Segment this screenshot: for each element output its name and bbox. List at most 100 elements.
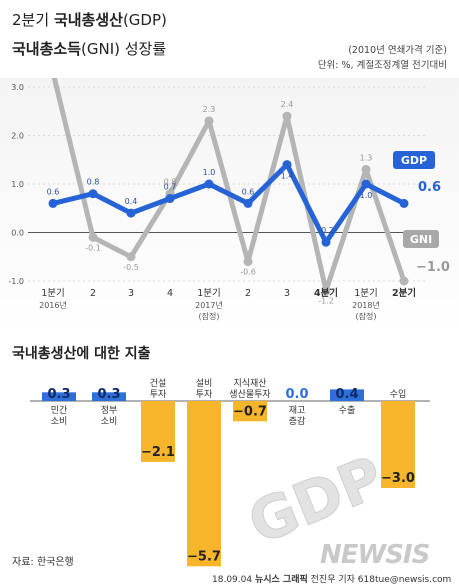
- expenditure-bar: [42, 392, 76, 401]
- gdp-data-label: 0.6: [47, 187, 60, 196]
- gni-point: [361, 164, 371, 174]
- bar-category-label: 재고: [289, 405, 306, 416]
- expenditure-bar: [330, 389, 364, 401]
- expenditure-bar: [381, 401, 415, 488]
- bar-category-label: 건설: [150, 378, 167, 389]
- bar-category-label: 정부: [101, 405, 118, 416]
- credit-line: 18.09.04 뉴시스 그래픽 전진우 기자 618tue@newsis.co…: [212, 575, 452, 585]
- x-tick-sublabel: (잠정): [356, 311, 377, 321]
- bar-category-label: 지식재산: [233, 378, 266, 389]
- growth-line-chart: 3.02.01.00.0-1.03.3-0.1-0.50.82.3-0.62.4…: [0, 78, 459, 338]
- expenditure-bar-chart: GDP0.3민간소비0.3정부소비−2.1건설투자−5.7설비투자−0.7지식재…: [30, 378, 430, 567]
- gdp-point: [204, 179, 214, 189]
- gdp-data-label: 0.7: [164, 183, 177, 192]
- bar-category-label: 수출: [339, 405, 356, 416]
- gni-data-label: 2.3: [203, 105, 216, 114]
- bar-value-label: 0.0: [285, 387, 308, 402]
- gdp-data-label: 1.0: [360, 191, 373, 200]
- expenditure-bar: [187, 401, 221, 567]
- bar-category-label: 증감: [289, 415, 306, 427]
- gni-data-label: -0.1: [85, 243, 101, 252]
- expenditure-bar: [141, 401, 175, 462]
- expenditure-bar: [92, 392, 126, 401]
- gni-point: [399, 276, 409, 286]
- gdp-point: [361, 179, 371, 189]
- expenditure-title: 국내총생산에 대한 지출: [12, 346, 151, 362]
- x-tick-sublabel: 2018년: [352, 300, 380, 310]
- gni-last-value: −1.0: [416, 260, 450, 275]
- gdp-point: [88, 189, 98, 199]
- gdp-data-label: 1.0: [203, 168, 216, 177]
- bar-value-label: −2.1: [141, 445, 175, 460]
- gni-data-label: 0.8: [164, 178, 177, 187]
- gdp-data-label: 0.6: [242, 187, 255, 196]
- gni-series-name: GNI: [410, 233, 432, 246]
- x-tick-sublabel: 2016년: [39, 300, 67, 310]
- gdp-point: [48, 198, 58, 208]
- gdp-series-name: GDP: [401, 154, 427, 167]
- gni-data-label: -1.2: [318, 297, 334, 306]
- gdp-line: [52, 162, 406, 245]
- source-note: 자료: 한국은행: [12, 557, 74, 568]
- bar-category-label: 설비: [196, 378, 213, 389]
- bar-category-label: 소비: [101, 416, 118, 427]
- x-tick-label: 4분기: [314, 287, 338, 299]
- x-tick-label: 3: [128, 288, 134, 299]
- x-tick-label: 1분기: [197, 288, 221, 299]
- gdp-data-label: 0.4: [125, 197, 138, 206]
- gdp-point: [321, 237, 331, 247]
- bar-category-label: 수입: [390, 388, 407, 400]
- x-tick-label: 4: [167, 288, 173, 299]
- gni-point: [126, 252, 136, 262]
- bar-value-label: −0.7: [233, 404, 267, 419]
- bar-value-label: −3.0: [381, 471, 415, 486]
- gni-data-label: 2.4: [281, 100, 294, 109]
- gni-tag-bg: [403, 230, 439, 248]
- x-tick-label: 2: [245, 288, 251, 299]
- x-tick-label: 2: [90, 288, 96, 299]
- gdp-data-label: 0.8: [87, 178, 100, 187]
- chart-background: [0, 78, 459, 338]
- x-tick-sublabel: 2017년: [195, 300, 223, 310]
- gni-data-label: 1.3: [360, 153, 373, 162]
- bar-value-label: 0.3: [97, 387, 120, 402]
- unit-note: 단위: %, 계절조정계열 전기대비: [317, 60, 447, 71]
- bar-category-label: 생산물투자: [229, 389, 271, 400]
- x-tick-label: 2분기: [392, 287, 416, 299]
- bar-category-label: 민간: [51, 405, 68, 416]
- title-line-1: 2분기 국내총생산(GDP): [12, 11, 167, 29]
- x-tick-label: 1분기: [41, 288, 65, 299]
- gdp-tag-bg: [393, 151, 435, 169]
- gdp-point: [126, 208, 136, 218]
- gdp-point: [165, 194, 175, 204]
- gni-point: [243, 257, 253, 267]
- gni-point: [321, 286, 331, 296]
- bar-value-label: −5.7: [187, 549, 221, 564]
- unit-note-base: (2010년 연쇄가격 기준): [348, 45, 447, 56]
- x-tick-label: 3: [284, 288, 290, 299]
- gdp-data-label: -0.2: [318, 226, 334, 235]
- title-line-2: 국내총소득(GNI) 성장률: [12, 40, 167, 58]
- newsis-logo: NEWSIS: [320, 540, 430, 570]
- y-tick-label: 0.0: [11, 229, 24, 238]
- bar-category-label: 투자: [196, 389, 213, 400]
- gdp-data-label: 1.4: [281, 172, 294, 181]
- bar-category-label: 투자: [150, 389, 167, 400]
- bar-value-label: 0.4: [335, 387, 358, 402]
- gni-point: [88, 232, 98, 242]
- gdp-point: [243, 198, 253, 208]
- bar-value-label: 0.3: [47, 387, 70, 402]
- gdp-point: [282, 160, 292, 170]
- y-tick-label: 1.0: [11, 180, 24, 189]
- gni-data-label: -0.5: [123, 263, 139, 272]
- x-tick-sublabel: (잠정): [199, 311, 220, 321]
- bar-category-label: 소비: [51, 416, 68, 427]
- gdp-point: [399, 198, 409, 208]
- gni-point: [204, 116, 214, 126]
- y-tick-label: -1.0: [8, 277, 24, 286]
- x-tick-label: 1분기: [354, 288, 378, 299]
- gni-point: [282, 111, 292, 121]
- y-tick-label: 3.0: [11, 83, 24, 92]
- gni-data-label: -0.6: [240, 268, 256, 277]
